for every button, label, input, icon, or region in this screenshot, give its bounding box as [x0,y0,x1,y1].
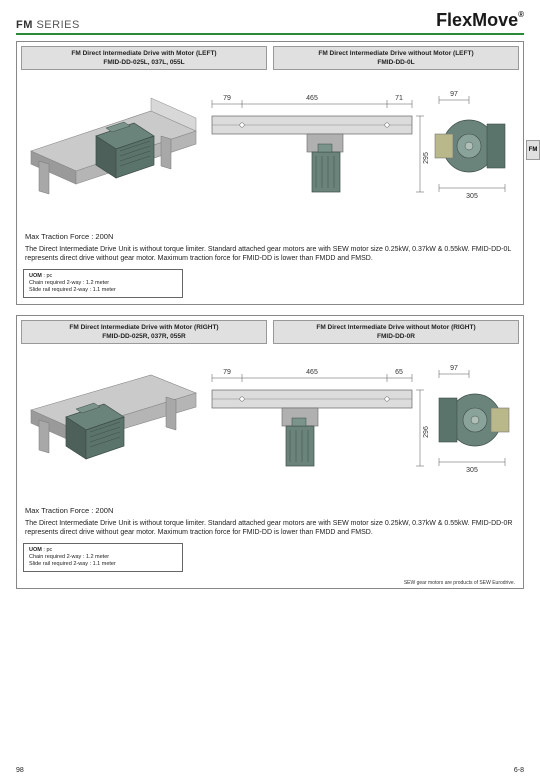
isometric-drawing [21,350,201,500]
side-tab: FM [526,140,540,160]
footer: 98 6-8 [16,767,524,774]
brand-logo: FlexMove® [436,10,524,31]
title-text: FM Direct Intermediate Drive with Motor … [24,50,264,57]
page-number-right: 6-8 [514,767,524,774]
title-text: FM Direct Intermediate Drive without Mot… [276,324,516,331]
title-row: FM Direct Intermediate Drive with Motor … [17,42,523,74]
uom-box: UOM : pc Chain required 2-way : 1.2 mete… [23,269,183,298]
section-right-drive: FM Direct Intermediate Drive with Motor … [16,315,524,589]
dim-b: 465 [306,95,318,102]
title-block-left: FM Direct Intermediate Drive with Motor … [21,46,267,70]
brand-reg: ® [518,10,524,19]
uom-header: UOM : pc [29,273,177,279]
uom-line: Slide rail required 2-way : 1.1 meter [29,561,177,567]
description-text: The Direct Intermediate Drive Unit is wi… [17,517,523,543]
dim-c: 65 [395,369,403,376]
dim-w: 305 [466,467,478,474]
series-label: FM SERIES [16,19,80,31]
technical-drawing: 79 465 71 [205,76,519,226]
dim-c: 71 [395,95,403,102]
section-left-drive: FM Direct Intermediate Drive with Motor … [16,41,524,305]
dim-h: 296 [423,426,430,438]
title-block-right: FM Direct Intermediate Drive without Mot… [273,46,519,70]
code-text: FMID-DD-0R [276,333,516,340]
drawings-row: 79 465 65 296 [17,348,523,504]
technical-drawing: 79 465 65 296 [205,350,519,500]
title-block-right: FM Direct Intermediate Drive without Mot… [273,320,519,344]
dim-h: 295 [423,152,430,164]
title-block-left: FM Direct Intermediate Drive with Motor … [21,320,267,344]
dim-d: 97 [450,91,458,98]
dim-d: 97 [450,365,458,372]
code-text: FMID-DD-025R, 037R, 055R [24,333,264,340]
title-row: FM Direct Intermediate Drive with Motor … [17,316,523,348]
brand-name: FlexMove [436,10,518,30]
dim-b: 465 [306,369,318,376]
title-text: FM Direct Intermediate Drive without Mot… [276,50,516,57]
page-number-left: 98 [16,767,24,774]
uom-line: Chain required 2-way : 1.2 meter [29,280,177,286]
uom-header: UOM : pc [29,547,177,553]
uom-box: UOM : pc Chain required 2-way : 1.2 mete… [23,543,183,572]
traction-text: Max Traction Force : 200N [17,504,523,517]
description-text: The Direct Intermediate Drive Unit is wi… [17,243,523,269]
series-suffix: SERIES [33,19,80,31]
uom-line: Slide rail required 2-way : 1.1 meter [29,287,177,293]
drawings-row: 79 465 71 [17,74,523,230]
dim-a: 79 [223,369,231,376]
page: FM SERIES FlexMove® FM Direct Intermedia… [0,0,540,607]
header: FM SERIES FlexMove® [16,10,524,35]
footnote: SEW gear motors are products of SEW Euro… [17,578,523,588]
series-prefix: FM [16,19,33,31]
code-text: FMID-DD-025L, 037L, 055L [24,59,264,66]
title-text: FM Direct Intermediate Drive with Motor … [24,324,264,331]
traction-text: Max Traction Force : 200N [17,230,523,243]
code-text: FMID-DD-0L [276,59,516,66]
dim-w: 305 [466,193,478,200]
isometric-drawing [21,76,201,226]
dim-a: 79 [223,95,231,102]
uom-line: Chain required 2-way : 1.2 meter [29,554,177,560]
